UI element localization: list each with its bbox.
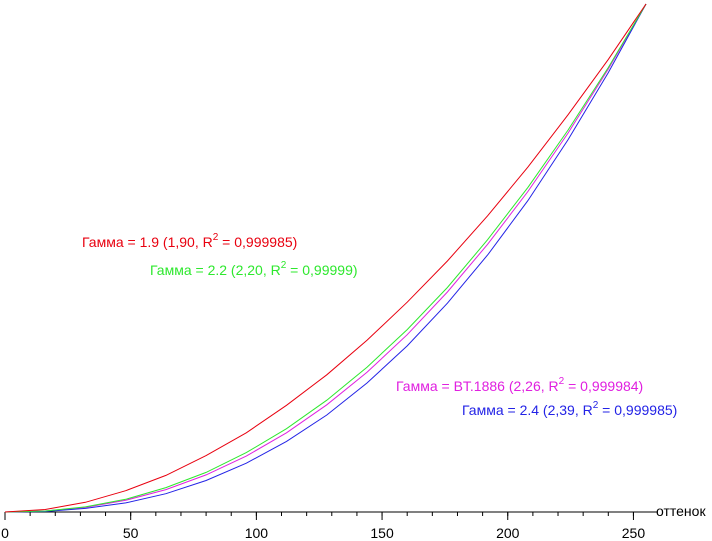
label-text: Гамма = BT.1886 (2,26, R — [396, 378, 559, 394]
label-text: = 0,999984) — [564, 378, 643, 394]
x-tick-label: 50 — [123, 525, 139, 541]
label-text: Гамма = 1.9 (1,90, R — [82, 234, 213, 250]
x-tick-label: 0 — [1, 525, 9, 541]
curve-label: Гамма = BT.1886 (2,26, R2 = 0,999984) — [396, 376, 643, 394]
x-tick-label: 250 — [622, 525, 646, 541]
label-text: = 0,99999) — [286, 262, 357, 278]
label-text: Гамма = 2.2 (2,20, R — [150, 262, 281, 278]
label-superscript: 2 — [281, 260, 287, 271]
x-tick-label: 100 — [245, 525, 269, 541]
x-axis-label: оттенок — [656, 503, 706, 519]
label-text: = 0,999985) — [218, 234, 297, 250]
label-text: = 0,999985) — [598, 402, 677, 418]
label-superscript: 2 — [593, 400, 599, 411]
label-text: Гамма = 2.4 (2,39, R — [462, 402, 593, 418]
curve-label: Гамма = 2.4 (2,39, R2 = 0,999985) — [462, 400, 677, 418]
gamma-curve — [4, 3, 647, 513]
x-tick-label: 200 — [496, 525, 520, 541]
gamma-curve — [4, 3, 647, 513]
label-superscript: 2 — [559, 376, 565, 387]
curve-label: Гамма = 1.9 (1,90, R2 = 0,999985) — [82, 232, 297, 250]
label-superscript: 2 — [213, 232, 219, 243]
curve-label: Гамма = 2.2 (2,20, R2 = 0,99999) — [150, 260, 358, 278]
x-tick-label: 150 — [370, 525, 394, 541]
gamma-curve — [4, 3, 647, 513]
gamma-curve — [4, 3, 647, 513]
